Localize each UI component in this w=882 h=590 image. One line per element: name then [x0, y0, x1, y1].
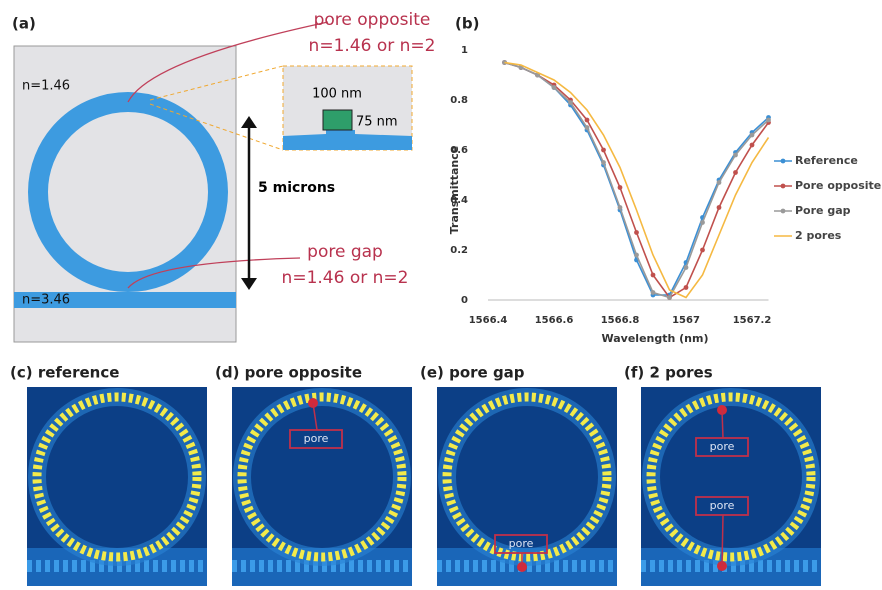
- dimension: 100 nm: [312, 87, 362, 102]
- legend-marker: [781, 159, 786, 164]
- marker: [651, 290, 656, 295]
- y-tick-label: 0.2: [450, 245, 468, 256]
- figure: (a) n=1.46 n=3.46 pore opposite n=1.46 o…: [0, 0, 882, 586]
- marker: [601, 148, 606, 153]
- y-tick-label: 0: [461, 295, 468, 306]
- x-tick-label: 1567: [672, 315, 700, 326]
- marker: [585, 118, 590, 123]
- x-axis-title: Wavelength (nm): [602, 332, 709, 345]
- marker: [750, 143, 755, 148]
- y-tick-label: 1: [461, 45, 468, 56]
- x-tick-label: 1566.6: [535, 315, 574, 326]
- x-tick-label: 1567.2: [733, 315, 772, 326]
- y-axis-title: Transmittance: [448, 146, 461, 235]
- marker: [618, 185, 623, 190]
- pore: [323, 110, 352, 130]
- marker: [733, 153, 738, 158]
- marker: [552, 85, 557, 90]
- panel-label: (a): [12, 15, 36, 33]
- panel-title: (d) pore opposite: [215, 364, 362, 382]
- marker: [717, 180, 722, 185]
- marker: [700, 248, 705, 253]
- annotation: pore opposite: [314, 10, 431, 30]
- panel-title: (c) reference: [10, 364, 119, 382]
- legend-label: 2 pores: [795, 229, 842, 242]
- dimension: 75 nm: [356, 115, 398, 130]
- panel-title: (e) pore gap: [420, 364, 525, 382]
- marker: [601, 160, 606, 165]
- marker: [634, 253, 639, 258]
- x-tick-label: 1566.8: [601, 315, 640, 326]
- marker: [684, 265, 689, 270]
- y-tick-label: 0.8: [450, 95, 468, 106]
- field-panels: (c) reference (d) pore opposite pore (e) po…: [10, 364, 821, 587]
- marker: [667, 295, 672, 300]
- legend-label: Pore gap: [795, 204, 851, 217]
- marker: [717, 205, 722, 210]
- legend-label: Reference: [795, 154, 858, 167]
- pore-label: pore: [710, 499, 735, 512]
- marker: [750, 133, 755, 138]
- marker: [766, 118, 771, 123]
- pore-label: pore: [710, 440, 735, 453]
- pore-label: pore: [509, 537, 534, 550]
- marker: [634, 230, 639, 235]
- marker: [700, 220, 705, 225]
- marker: [684, 285, 689, 290]
- legend-label: Pore opposite: [795, 179, 881, 192]
- marker: [618, 205, 623, 210]
- panel-title: (f) 2 pores: [624, 364, 713, 382]
- pore-label: pore: [304, 432, 329, 445]
- annotation: n=1.46 or n=2: [309, 36, 436, 56]
- annotation: pore gap: [307, 242, 383, 262]
- marker: [733, 170, 738, 175]
- marker: [651, 273, 656, 278]
- panel-label: (b): [455, 15, 479, 33]
- annotation: n=1.46 or n=2: [282, 268, 409, 288]
- n-label: n=3.46: [22, 293, 70, 308]
- legend-marker: [781, 209, 786, 214]
- pore-pointer: [722, 410, 723, 438]
- marker: [568, 100, 573, 105]
- marker: [585, 125, 590, 130]
- legend-marker: [781, 184, 786, 189]
- n-label: n=1.46: [22, 79, 70, 94]
- pore-pointer: [722, 515, 723, 566]
- x-tick-label: 1566.4: [469, 315, 508, 326]
- dimension: 5 microns: [258, 180, 335, 196]
